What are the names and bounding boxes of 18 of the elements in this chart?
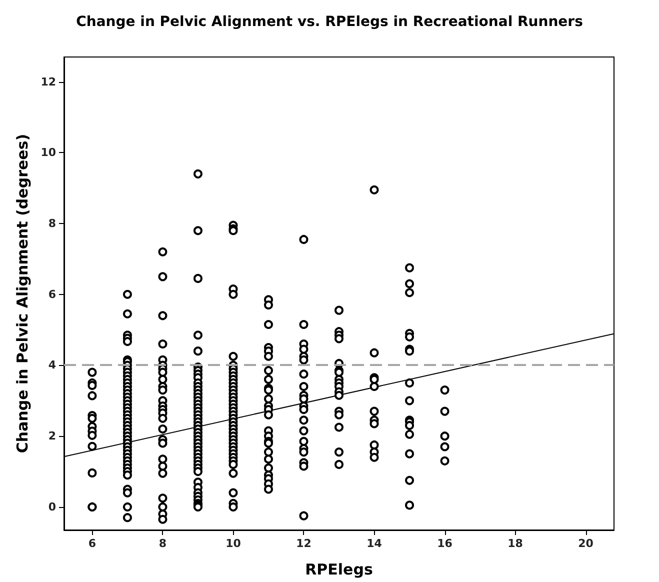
x-axis-title: RPElegs (305, 560, 373, 578)
y-tick-label: 8 (48, 217, 56, 230)
x-tick-label: 14 (366, 537, 382, 550)
chart-title: Change in Pelvic Alignment vs. RPElegs in Recreational Runners (76, 14, 583, 30)
x-tick-label: 16 (437, 537, 453, 550)
y-tick-label: 2 (48, 430, 56, 443)
y-tick-label: 0 (48, 500, 56, 514)
y-axis-title: Change in Pelvic Alignment (degrees) (13, 134, 32, 454)
y-tick-label: 4 (48, 358, 56, 372)
y-tick-label: 12 (40, 75, 56, 88)
x-tick-label: 6 (88, 537, 96, 550)
x-tick-label: 8 (158, 537, 167, 550)
x-tick-label: 10 (226, 537, 242, 550)
y-tick-label: 10 (40, 146, 56, 160)
y-tick-label: 6 (48, 288, 56, 301)
x-tick-label: 12 (296, 537, 312, 550)
x-tick-label: 18 (508, 537, 523, 550)
x-tick-label: 20 (578, 537, 594, 550)
